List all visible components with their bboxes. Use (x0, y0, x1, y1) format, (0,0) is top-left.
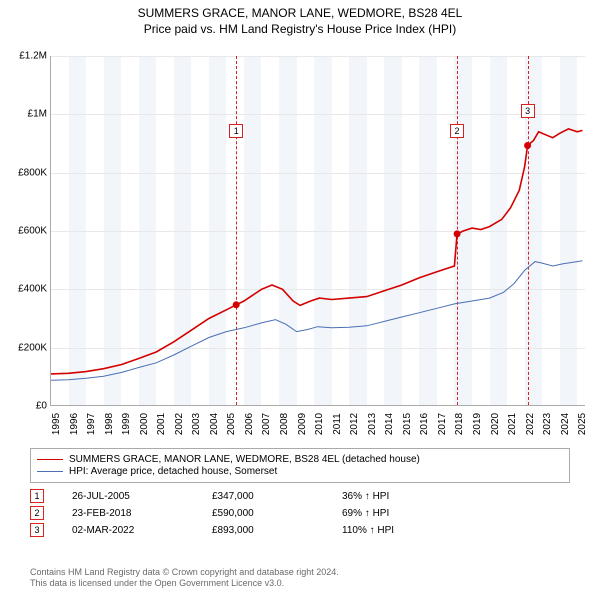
footer-line2: This data is licensed under the Open Gov… (30, 578, 339, 590)
ytick-label: £1.2M (5, 51, 47, 62)
transaction-dot (524, 142, 531, 149)
xtick-label: 1997 (86, 413, 97, 435)
ytick-label: £400K (5, 284, 47, 295)
xtick-label: 2020 (490, 413, 501, 435)
xtick-label: 2017 (437, 413, 448, 435)
xtick-label: 2007 (261, 413, 272, 435)
legend-box: SUMMERS GRACE, MANOR LANE, WEDMORE, BS28… (30, 448, 570, 483)
ytick-label: £200K (5, 342, 47, 353)
legend-swatch (37, 459, 63, 460)
transaction-pct: 69% ↑ HPI (342, 508, 472, 519)
xtick-label: 2025 (577, 413, 588, 435)
legend-label: SUMMERS GRACE, MANOR LANE, WEDMORE, BS28… (69, 454, 420, 465)
transaction-pct: 36% ↑ HPI (342, 491, 472, 502)
xtick-label: 2014 (384, 413, 395, 435)
series-svg (51, 56, 586, 406)
xtick-label: 2022 (525, 413, 536, 435)
xtick-label: 2009 (297, 413, 308, 435)
xtick-label: 2015 (402, 413, 413, 435)
xtick-label: 1999 (121, 413, 132, 435)
chart-container: SUMMERS GRACE, MANOR LANE, WEDMORE, BS28… (0, 6, 600, 596)
transaction-dot (233, 301, 240, 308)
xtick-label: 2018 (454, 413, 465, 435)
xtick-label: 2019 (472, 413, 483, 435)
xtick-label: 2023 (542, 413, 553, 435)
xtick-label: 2013 (367, 413, 378, 435)
footer-attribution: Contains HM Land Registry data © Crown c… (30, 567, 339, 590)
xtick-label: 2004 (209, 413, 220, 435)
series-line (51, 261, 583, 381)
xtick-label: 2001 (156, 413, 167, 435)
xtick-label: 1995 (51, 413, 62, 435)
transaction-pct: 110% ↑ HPI (342, 525, 472, 536)
transaction-row-marker: 1 (30, 489, 44, 503)
transaction-price: £347,000 (212, 491, 342, 502)
transaction-row: 2 23-FEB-2018£590,00069% ↑ HPI (30, 506, 570, 520)
xtick-label: 2021 (507, 413, 518, 435)
transaction-row-marker: 2 (30, 506, 44, 520)
transaction-row: 1 26-JUL-2005£347,00036% ↑ HPI (30, 489, 570, 503)
transaction-price: £590,000 (212, 508, 342, 519)
xtick-label: 2010 (314, 413, 325, 435)
xtick-label: 2016 (419, 413, 430, 435)
xtick-label: 1998 (104, 413, 115, 435)
transaction-date: 26-JUL-2005 (72, 491, 212, 502)
ytick-label: £0 (5, 401, 47, 412)
transactions-table: 1 26-JUL-2005£347,00036% ↑ HPI 2 23-FEB-201… (30, 489, 570, 537)
xtick-label: 2008 (279, 413, 290, 435)
legend-and-table-area: SUMMERS GRACE, MANOR LANE, WEDMORE, BS28… (30, 448, 570, 540)
transaction-row: 3 02-MAR-2022£893,000110% ↑ HPI (30, 523, 570, 537)
transaction-price: £893,000 (212, 525, 342, 536)
legend-row: SUMMERS GRACE, MANOR LANE, WEDMORE, BS28… (37, 454, 563, 465)
legend-row: HPI: Average price, detached house, Some… (37, 466, 563, 477)
ytick-label: £1M (5, 109, 47, 120)
xtick-label: 2000 (139, 413, 150, 435)
xtick-label: 2012 (349, 413, 360, 435)
series-line (51, 129, 583, 374)
xtick-label: 2005 (226, 413, 237, 435)
xtick-label: 1996 (69, 413, 80, 435)
footer-line1: Contains HM Land Registry data © Crown c… (30, 567, 339, 579)
ytick-label: £600K (5, 226, 47, 237)
xtick-label: 2006 (244, 413, 255, 435)
legend-swatch (37, 471, 63, 472)
transaction-date: 02-MAR-2022 (72, 525, 212, 536)
transaction-dot (454, 230, 461, 237)
chart-title-subtitle: Price paid vs. HM Land Registry's House … (0, 22, 600, 36)
legend-label: HPI: Average price, detached house, Some… (69, 466, 277, 477)
chart-plot-area: £0£200K£400K£600K£800K£1M£1.2M1995199619… (50, 56, 585, 406)
xtick-label: 2011 (332, 413, 343, 435)
xtick-label: 2024 (560, 413, 571, 435)
transaction-date: 23-FEB-2018 (72, 508, 212, 519)
ytick-label: £800K (5, 167, 47, 178)
xtick-label: 2003 (191, 413, 202, 435)
chart-title-address: SUMMERS GRACE, MANOR LANE, WEDMORE, BS28… (0, 6, 600, 20)
transaction-row-marker: 3 (30, 523, 44, 537)
xtick-label: 2002 (174, 413, 185, 435)
